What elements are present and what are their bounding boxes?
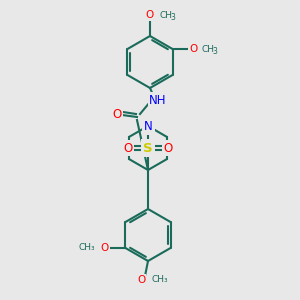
Text: O: O <box>164 142 172 154</box>
Text: O: O <box>146 10 154 20</box>
Text: O: O <box>100 243 109 253</box>
Text: CH₃: CH₃ <box>79 244 95 253</box>
Text: 3: 3 <box>212 46 217 56</box>
Text: CH: CH <box>202 44 214 53</box>
Text: S: S <box>143 142 153 154</box>
Text: 3: 3 <box>170 13 175 22</box>
Text: O: O <box>137 275 145 285</box>
Text: CH: CH <box>159 11 172 20</box>
Text: CH₃: CH₃ <box>151 275 168 284</box>
Text: O: O <box>112 107 122 121</box>
Text: N: N <box>144 119 152 133</box>
Text: O: O <box>189 44 198 54</box>
Text: O: O <box>123 142 133 154</box>
Text: NH: NH <box>149 94 167 106</box>
